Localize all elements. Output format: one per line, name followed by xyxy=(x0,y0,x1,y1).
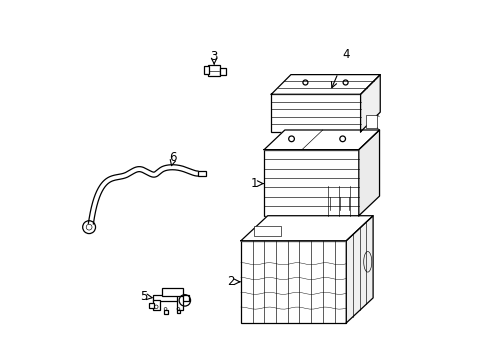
Bar xyxy=(153,295,189,301)
Polygon shape xyxy=(264,130,379,150)
Text: 1: 1 xyxy=(250,177,258,190)
Bar xyxy=(153,300,160,310)
Polygon shape xyxy=(241,216,372,241)
Bar xyxy=(254,226,280,236)
Text: 5: 5 xyxy=(140,289,147,303)
Bar xyxy=(162,288,183,296)
Polygon shape xyxy=(360,75,380,132)
Text: 3: 3 xyxy=(210,50,217,63)
Bar xyxy=(241,241,346,323)
Bar xyxy=(271,94,360,132)
Bar xyxy=(264,150,358,216)
Bar xyxy=(204,66,208,74)
Polygon shape xyxy=(271,75,380,94)
Bar xyxy=(176,310,180,313)
Text: 2: 2 xyxy=(227,275,235,288)
Bar xyxy=(164,310,167,314)
Bar xyxy=(366,115,376,128)
Text: 6: 6 xyxy=(169,151,177,165)
Bar xyxy=(176,293,183,310)
Bar xyxy=(198,171,205,176)
Bar xyxy=(220,68,225,75)
Bar xyxy=(208,65,220,76)
Text: 4: 4 xyxy=(342,49,349,62)
Polygon shape xyxy=(346,216,372,323)
Bar xyxy=(149,303,154,307)
Polygon shape xyxy=(358,130,379,216)
